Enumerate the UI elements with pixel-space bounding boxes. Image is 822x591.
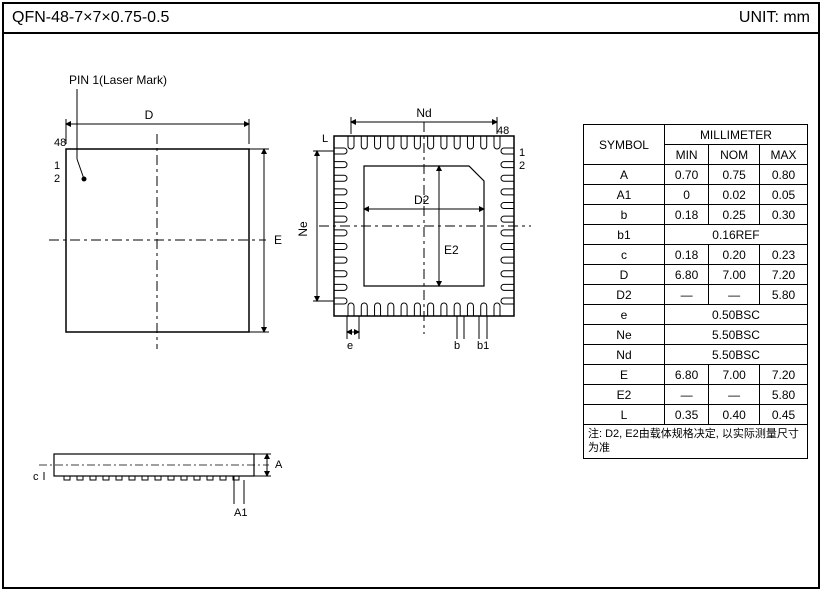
cell-min: 0.18 xyxy=(664,205,708,225)
cell-symbol: A1 xyxy=(584,185,665,205)
cell-min: 0 xyxy=(664,185,708,205)
cell-nom: 0.02 xyxy=(709,185,760,205)
table-row: Ne5.50BSC xyxy=(584,325,808,345)
th-symbol: SYMBOL xyxy=(584,125,665,165)
table-row: D2——5.80 xyxy=(584,285,808,305)
dim-D2: D2 xyxy=(414,193,430,207)
cell-max: 0.45 xyxy=(759,405,807,425)
th-max: MAX xyxy=(759,145,807,165)
table-row: b0.180.250.30 xyxy=(584,205,808,225)
cell-nom: 0.75 xyxy=(709,165,760,185)
cell-span: 5.50BSC xyxy=(664,325,807,345)
table-row: e0.50BSC xyxy=(584,305,808,325)
cell-nom: 7.00 xyxy=(709,365,760,385)
unit-label: UNIT: mm xyxy=(739,9,810,27)
table-row: D6.807.007.20 xyxy=(584,265,808,285)
label-48: 48 xyxy=(54,137,66,149)
cell-max: 0.80 xyxy=(759,165,807,185)
cell-nom: 0.20 xyxy=(709,245,760,265)
dim-Nd: Nd xyxy=(416,106,431,120)
label-2-b: 2 xyxy=(519,160,525,172)
cell-max: 5.80 xyxy=(759,285,807,305)
cell-span: 0.16REF xyxy=(664,225,807,245)
part-title: QFN-48-7×7×0.75-0.5 xyxy=(12,9,169,27)
cell-nom: — xyxy=(709,285,760,305)
cell-min: 6.80 xyxy=(664,265,708,285)
dim-A1: A1 xyxy=(234,507,247,519)
dim-L: L xyxy=(322,133,328,145)
drawing-area: PIN 1(Laser Mark) D 48 1 2 xyxy=(4,34,564,587)
table-row: A100.020.05 xyxy=(584,185,808,205)
table-row: E2——5.80 xyxy=(584,385,808,405)
side-view: A A1 c xyxy=(33,454,283,519)
cell-symbol: Nd xyxy=(584,345,665,365)
cell-symbol: E2 xyxy=(584,385,665,405)
dim-E: E xyxy=(274,233,282,247)
pin1-dot xyxy=(82,177,87,182)
content: PIN 1(Laser Mark) D 48 1 2 xyxy=(4,34,818,587)
cell-min: 0.18 xyxy=(664,245,708,265)
cell-nom: 7.00 xyxy=(709,265,760,285)
th-nom: NOM xyxy=(709,145,760,165)
dim-A: A xyxy=(275,459,283,471)
cell-symbol: L xyxy=(584,405,665,425)
label-1-b: 1 xyxy=(519,147,525,159)
dim-E2: E2 xyxy=(444,243,459,257)
drawing-svg: PIN 1(Laser Mark) D 48 1 2 xyxy=(4,34,564,589)
dimension-table: SYMBOL MILLIMETER MIN NOM MAX A0.700.750… xyxy=(583,124,808,425)
pin1-label: PIN 1(Laser Mark) xyxy=(69,73,167,87)
table-row: b10.16REF xyxy=(584,225,808,245)
bottom-view: Nd xyxy=(296,106,531,352)
cell-max: 7.20 xyxy=(759,365,807,385)
cell-symbol: b1 xyxy=(584,225,665,245)
cell-nom: 0.40 xyxy=(709,405,760,425)
cell-max: 0.30 xyxy=(759,205,807,225)
table-row: E6.807.007.20 xyxy=(584,365,808,385)
cell-min: 6.80 xyxy=(664,365,708,385)
cell-min: 0.35 xyxy=(664,405,708,425)
table-row: Nd5.50BSC xyxy=(584,345,808,365)
header: QFN-48-7×7×0.75-0.5 UNIT: mm xyxy=(4,4,818,34)
cell-max: 0.05 xyxy=(759,185,807,205)
dim-c: c xyxy=(33,471,39,483)
cell-symbol: D2 xyxy=(584,285,665,305)
cell-max: 5.80 xyxy=(759,385,807,405)
cell-min: 0.70 xyxy=(664,165,708,185)
dim-b: b xyxy=(454,340,460,352)
table-row: L0.350.400.45 xyxy=(584,405,808,425)
cell-symbol: E xyxy=(584,365,665,385)
dimension-table-wrap: SYMBOL MILLIMETER MIN NOM MAX A0.700.750… xyxy=(583,124,808,459)
cell-min: — xyxy=(664,385,708,405)
dim-b1: b1 xyxy=(477,340,489,352)
label-48-b: 48 xyxy=(497,125,509,137)
table-row: c0.180.200.23 xyxy=(584,245,808,265)
cell-symbol: Ne xyxy=(584,325,665,345)
frame: QFN-48-7×7×0.75-0.5 UNIT: mm PIN 1(Laser… xyxy=(2,2,820,589)
cell-nom: 0.25 xyxy=(709,205,760,225)
cell-symbol: D xyxy=(584,265,665,285)
cell-span: 5.50BSC xyxy=(664,345,807,365)
cell-nom: — xyxy=(709,385,760,405)
cell-symbol: A xyxy=(584,165,665,185)
th-min: MIN xyxy=(664,145,708,165)
cell-symbol: c xyxy=(584,245,665,265)
dim-e: e xyxy=(347,340,353,352)
cell-symbol: e xyxy=(584,305,665,325)
dim-D: D xyxy=(145,108,154,122)
top-view: PIN 1(Laser Mark) D 48 1 2 xyxy=(49,73,282,349)
th-mm: MILLIMETER xyxy=(664,125,807,145)
label-2: 2 xyxy=(54,173,60,185)
cell-max: 7.20 xyxy=(759,265,807,285)
cell-max: 0.23 xyxy=(759,245,807,265)
dim-Ne: Ne xyxy=(296,221,310,237)
cell-min: — xyxy=(664,285,708,305)
table-row: A0.700.750.80 xyxy=(584,165,808,185)
label-1: 1 xyxy=(54,160,60,172)
table-note: 注: D2, E2由载体规格决定, 以实际测量尺寸为准 xyxy=(583,425,808,459)
cell-symbol: b xyxy=(584,205,665,225)
cell-span: 0.50BSC xyxy=(664,305,807,325)
